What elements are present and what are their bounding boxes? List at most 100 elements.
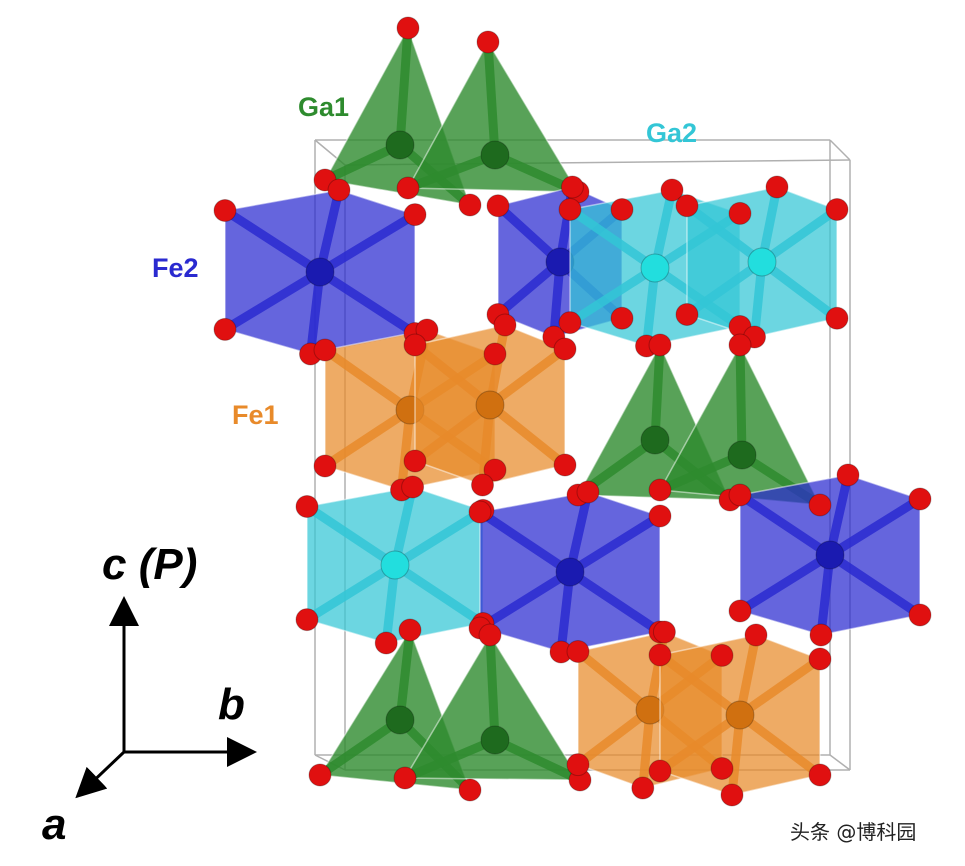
ga2-octahedron-cation bbox=[747, 247, 777, 277]
label-fe1: Fe1 bbox=[232, 400, 279, 430]
fe1-octahedron-bond bbox=[573, 647, 655, 715]
ga2-octahedron-bond bbox=[302, 502, 400, 570]
ga1-tetrahedron-cation bbox=[480, 140, 510, 170]
ga1-tetrahedron-bond bbox=[485, 630, 500, 745]
oxygen-atom bbox=[458, 193, 482, 217]
fe2-octahedron-bond bbox=[475, 507, 575, 577]
ga2-octahedron-cation bbox=[640, 253, 670, 283]
oxygen-atom bbox=[908, 603, 932, 627]
oxygen-atom bbox=[710, 643, 734, 667]
oxygen-atom bbox=[576, 480, 600, 504]
oxygen-atom bbox=[468, 500, 492, 524]
oxygen-atom bbox=[458, 778, 482, 802]
oxygen-atom bbox=[808, 763, 832, 787]
fe2-octahedron-cation bbox=[555, 557, 585, 587]
oxygen-atom bbox=[558, 311, 582, 335]
oxygen-atom bbox=[610, 198, 634, 221]
ga1-tetrahedron-bond bbox=[395, 625, 415, 725]
oxygen-atom bbox=[393, 766, 417, 790]
oxygen-atom bbox=[566, 753, 590, 777]
ga1-tetrahedron-cation bbox=[727, 440, 757, 470]
fe2-octahedron-bond bbox=[315, 267, 420, 338]
fe1-octahedron-bond bbox=[735, 654, 825, 720]
oxygen-atom bbox=[486, 194, 510, 218]
fe2-octahedron-bond bbox=[825, 494, 925, 560]
oxygen-atom bbox=[553, 453, 577, 477]
oxygen-atom bbox=[403, 203, 427, 227]
oxygen-atom bbox=[660, 178, 684, 202]
ga2-octahedron-bond bbox=[390, 505, 488, 570]
oxygen-atom bbox=[631, 776, 655, 800]
oxygen-atom bbox=[765, 175, 789, 199]
fe2-octahedron-bond bbox=[565, 567, 665, 637]
oxygen-atom bbox=[744, 623, 768, 647]
oxygen-atom bbox=[728, 599, 752, 623]
oxygen-atom bbox=[396, 16, 420, 40]
ga1-tetrahedron-bond bbox=[655, 450, 747, 495]
ga2-octahedron-bond bbox=[757, 205, 842, 267]
oxygen-atom bbox=[728, 333, 752, 357]
ga2-octahedron-bond bbox=[757, 257, 842, 323]
fe2-octahedron-bond bbox=[475, 567, 575, 633]
oxygen-atom bbox=[313, 454, 337, 478]
oxygen-atom bbox=[295, 495, 319, 518]
fe2-octahedron-cation bbox=[305, 257, 335, 287]
oxygen-atom bbox=[415, 318, 439, 342]
ga1-tetrahedron-cation bbox=[385, 705, 415, 735]
ga2-octahedron-bond bbox=[390, 560, 488, 628]
oxygen-atom bbox=[728, 201, 752, 225]
oxygen-atom bbox=[908, 487, 932, 511]
oxygen-atom bbox=[825, 198, 849, 221]
axis-c-letter: c bbox=[102, 540, 127, 589]
ga1-tetrahedron-bond bbox=[403, 150, 500, 193]
oxygen-atom bbox=[327, 178, 351, 202]
oxygen-atom bbox=[809, 623, 833, 647]
ga1-tetrahedron-bond bbox=[490, 735, 585, 785]
ga1-tetrahedron-bond bbox=[400, 735, 500, 783]
fe2-octahedron-bond bbox=[565, 511, 665, 577]
oxygen-atom bbox=[493, 313, 517, 337]
oxygen-atom bbox=[728, 483, 752, 507]
ga1-tetrahedron-bond bbox=[395, 23, 413, 150]
oxygen-atom bbox=[313, 338, 337, 362]
fe1-octahedron-cation bbox=[725, 700, 755, 730]
oxygen-atom bbox=[476, 30, 500, 54]
axis-c-polarization: (P) bbox=[138, 540, 198, 589]
oxygen-atom bbox=[213, 199, 237, 222]
fe2-octahedron-bond bbox=[315, 185, 344, 277]
oxygen-atom bbox=[396, 176, 420, 200]
fe1-octahedron-bond bbox=[485, 344, 570, 410]
oxygen-atom bbox=[648, 333, 672, 357]
oxygen-atom bbox=[566, 640, 590, 663]
axis-label-a: a bbox=[42, 800, 67, 849]
fe1-octahedron-bond bbox=[320, 405, 415, 471]
oxygen-atom bbox=[808, 493, 832, 517]
unit-cell-edge bbox=[829, 754, 851, 771]
ga1-tetrahedron-cation bbox=[480, 725, 510, 755]
oxygen-atom bbox=[471, 473, 494, 497]
oxygen-atom bbox=[213, 317, 237, 341]
oxygen-atom bbox=[652, 620, 676, 644]
axis-label-c: c (P) bbox=[102, 540, 197, 590]
label-ga1: Ga1 bbox=[298, 92, 350, 122]
oxygen-atom bbox=[553, 337, 577, 361]
fe2-octahedron-bond bbox=[735, 490, 835, 560]
oxygen-atom bbox=[610, 306, 634, 330]
oxygen-atom bbox=[560, 175, 584, 199]
ga1-tetrahedron-bond bbox=[735, 340, 747, 460]
oxygen-atom bbox=[403, 333, 427, 357]
oxygen-atom bbox=[825, 306, 849, 330]
oxygen-atom bbox=[710, 757, 734, 780]
oxygen-atom bbox=[675, 194, 699, 218]
oxygen-atom bbox=[374, 631, 398, 655]
label-fe2: Fe2 bbox=[152, 253, 199, 283]
axis-arrow-a bbox=[75, 750, 126, 799]
fe2-octahedron-bond bbox=[220, 206, 325, 277]
ga1-tetrahedron-bond bbox=[315, 715, 405, 780]
watermark: 头条 @博科园 bbox=[790, 820, 917, 844]
oxygen-atom bbox=[648, 643, 672, 667]
unit-cell-edge bbox=[829, 139, 851, 161]
ga2-octahedron-bond bbox=[682, 257, 767, 319]
fe1-octahedron-bond bbox=[573, 705, 655, 770]
